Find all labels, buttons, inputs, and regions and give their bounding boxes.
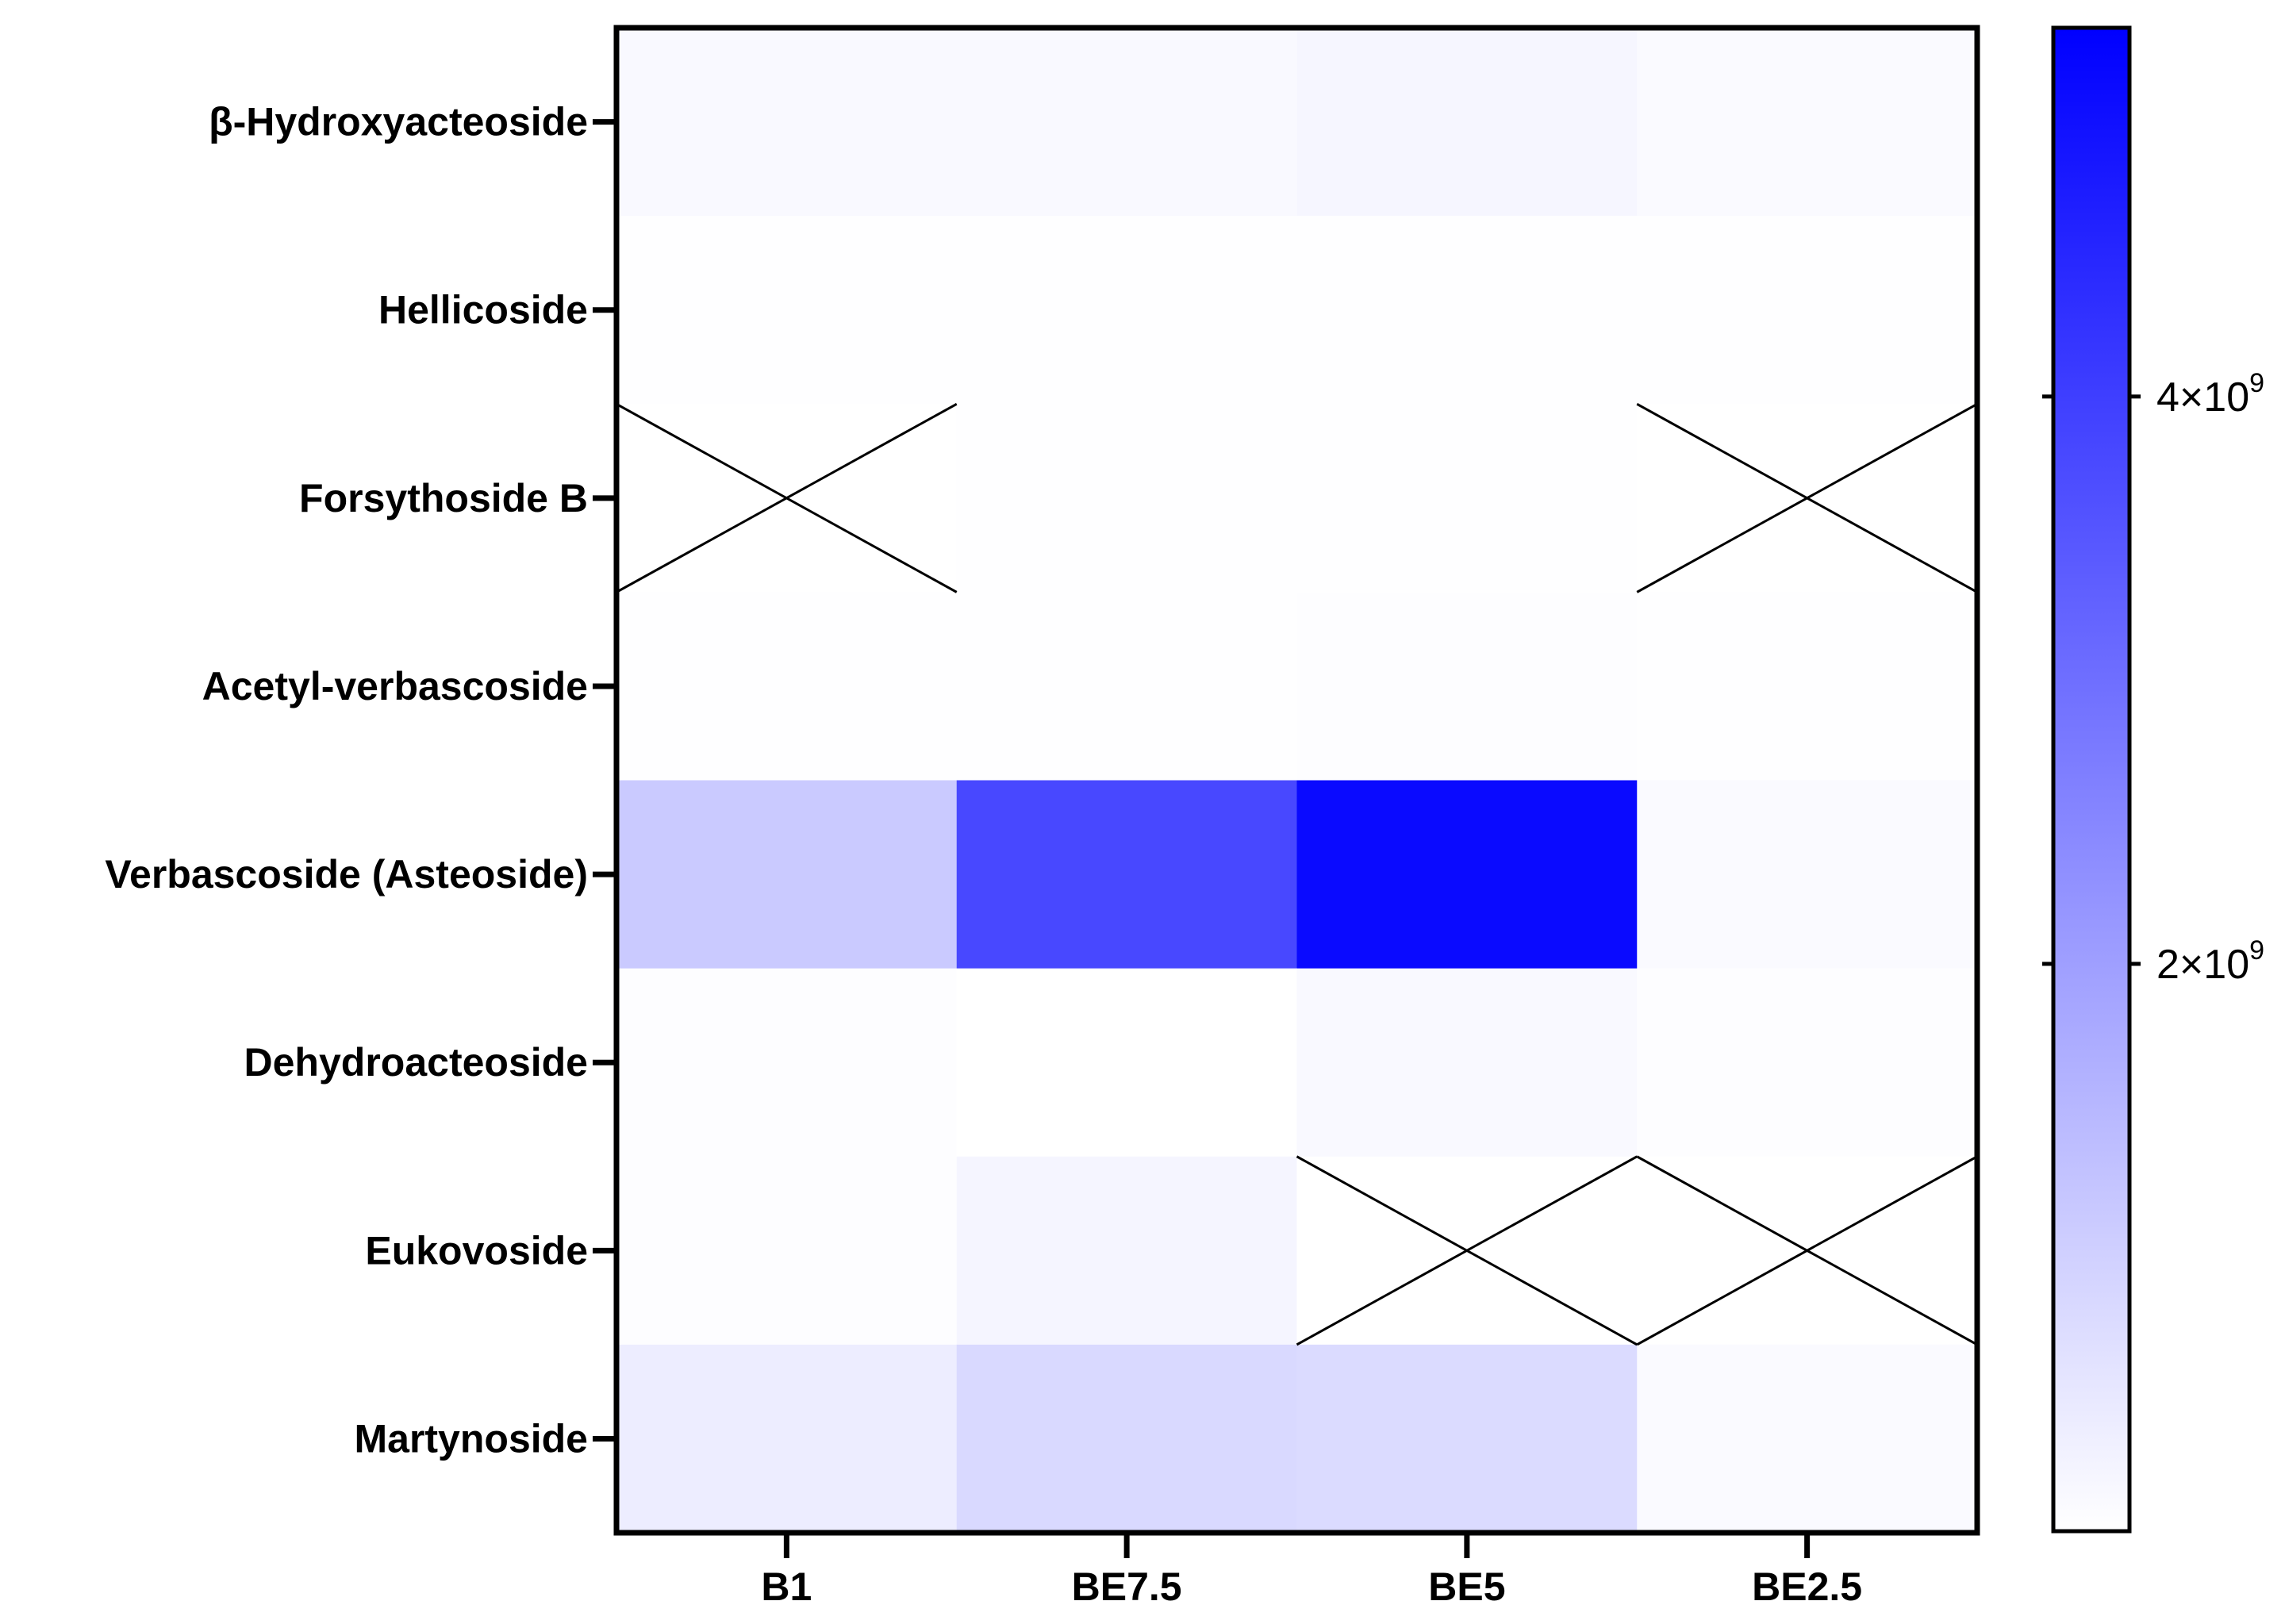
missing-cross-forsythoside-b-be2-5	[1636, 402, 1978, 593]
heatmap-cell-acetyl-verbascoside-be5	[1296, 592, 1638, 781]
y-tick-label-martynoside: Martynoside	[354, 1416, 588, 1461]
heatmap-cell-hellicoside-be2-5	[1637, 216, 1978, 405]
colorbar-tick-mantissa: 4×10	[2156, 374, 2249, 420]
heatmap-cells	[616, 28, 1978, 1534]
x-tick-label-be2-5: BE2.5	[1752, 1564, 1862, 1609]
y-tick-label-hydroxyacteoside: β-Hydroxyacteoside	[209, 100, 588, 144]
heatmap-cell-hydroxyacteoside-b1	[616, 28, 958, 217]
cross-line	[1636, 402, 1978, 593]
x-axis: B1 BE7.5 BE5 BE2.5	[761, 1533, 1862, 1609]
y-tick-label-acetyl-verbascoside: Acetyl-verbascoside	[202, 664, 588, 708]
y-tick-label-hellicoside: Hellicoside	[378, 288, 588, 332]
heatmap-cell-martynoside-be7-5	[956, 1344, 1297, 1534]
y-tick-label-verbascoside-asteoside: Verbascoside (Asteoside)	[105, 852, 588, 896]
cross-line	[616, 402, 958, 593]
x-tick-label-be7-5: BE7.5	[1072, 1564, 1182, 1609]
y-tick-label-eukovoside: Eukovoside	[365, 1228, 588, 1273]
y-tick-label-dehydroacteoside: Dehydroacteoside	[244, 1040, 588, 1085]
heatmap-cell-dehydroacteoside-b1	[616, 968, 958, 1158]
heatmap-cell-hellicoside-be7-5	[956, 216, 1297, 405]
heatmap-cell-hydroxyacteoside-be5	[1296, 28, 1638, 217]
heatmap-cell-martynoside-be2-5	[1637, 1344, 1978, 1534]
x-tick-label-b1: B1	[761, 1564, 812, 1609]
heatmap-cell-verbascoside-asteoside-be7-5	[956, 780, 1297, 969]
colorbar-tick-label: 2×109	[2156, 935, 2264, 988]
heatmap-cell-verbascoside-asteoside-b1	[616, 780, 958, 969]
heatmap-cell-martynoside-be5	[1296, 1344, 1638, 1534]
heatmap-cell-hydroxyacteoside-be7-5	[956, 28, 1297, 217]
missing-cross-eukovoside-be2-5	[1636, 1155, 1978, 1346]
heatmap-cell-verbascoside-asteoside-be2-5	[1637, 780, 1978, 969]
colorbar-tick-exponent: 9	[2249, 368, 2264, 398]
heatmap-cell-hydroxyacteoside-be2-5	[1637, 28, 1978, 217]
x-tick-label-be5: BE5	[1428, 1564, 1505, 1609]
heatmap-cell-verbascoside-asteoside-be5	[1296, 780, 1638, 969]
plot-frame	[613, 25, 1980, 1536]
heatmap-cell-acetyl-verbascoside-be2-5	[1637, 592, 1978, 781]
y-axis: β-Hydroxyacteoside Hellicoside Forsythosid…	[105, 100, 616, 1461]
heatmap-cell-forsythoside-b-be7-5	[956, 404, 1297, 593]
heatmap-cell-hellicoside-b1	[616, 216, 958, 405]
heatmap-cell-acetyl-verbascoside-be7-5	[956, 592, 1297, 781]
heatmap-cell-martynoside-b1	[616, 1344, 958, 1534]
cross-line	[1296, 1155, 1638, 1346]
missing-markers	[616, 402, 1978, 1346]
heatmap-cell-eukovoside-be7-5	[956, 1156, 1297, 1346]
heatmap-cell-hellicoside-be5	[1296, 216, 1638, 405]
heatmap-cell-dehydroacteoside-be7-5	[956, 968, 1297, 1158]
heatmap-cell-dehydroacteoside-be2-5	[1637, 968, 1978, 1158]
heatmap-cell-eukovoside-b1	[616, 1156, 958, 1346]
heatmap-cell-dehydroacteoside-be5	[1296, 968, 1638, 1158]
heatmap-cell-acetyl-verbascoside-b1	[616, 592, 958, 781]
cross-line	[1636, 1155, 1978, 1346]
missing-cross-forsythoside-b-b1	[616, 402, 958, 593]
missing-cross-eukovoside-be5	[1296, 1155, 1638, 1346]
y-tick-label-forsythoside-b: Forsythoside B	[299, 476, 588, 520]
colorbar-tick-label: 4×109	[2156, 368, 2264, 420]
colorbar-tick-exponent: 9	[2249, 935, 2264, 966]
heatmap-cell-forsythoside-b-be5	[1296, 404, 1638, 593]
colorbar-gradient	[2051, 25, 2132, 1534]
colorbar-tick-mantissa: 2×10	[2156, 942, 2249, 988]
